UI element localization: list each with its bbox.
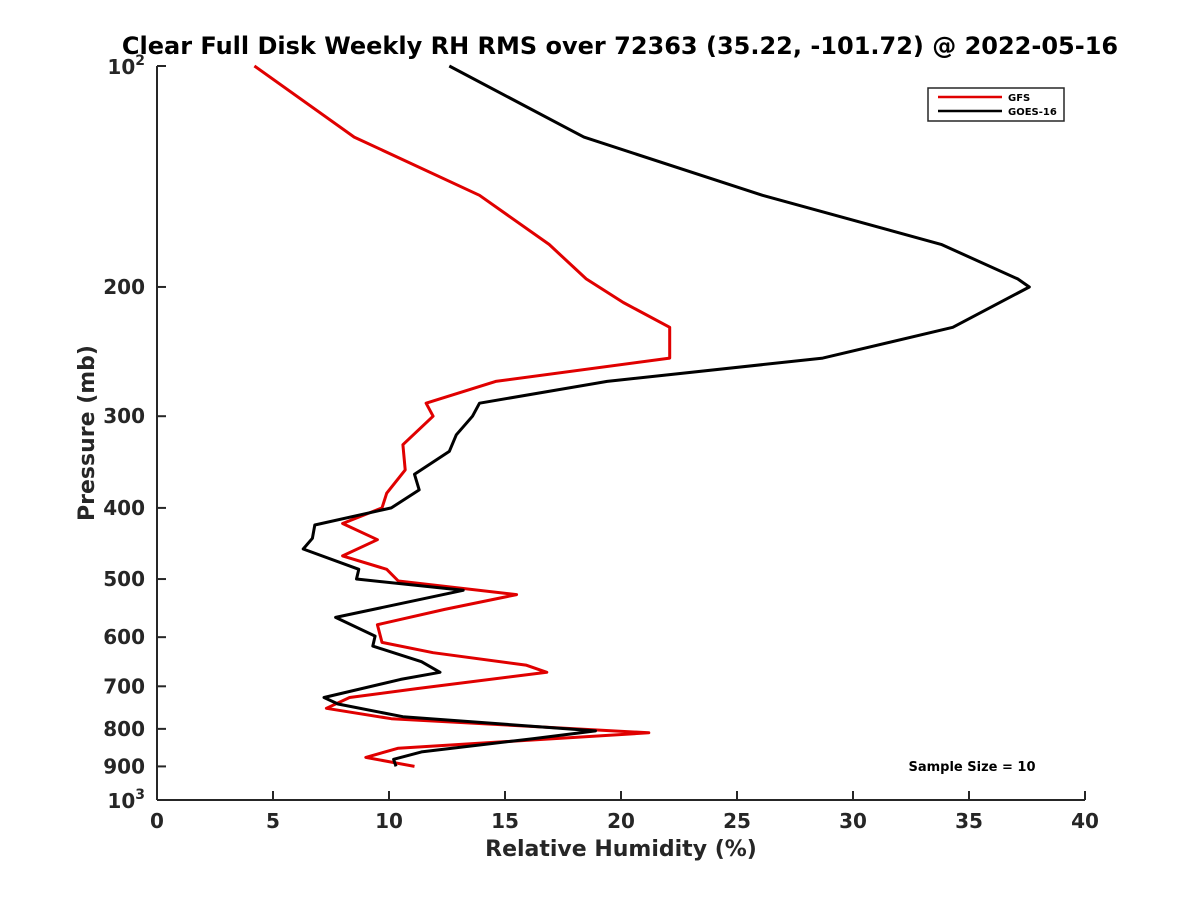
x-tick-label: 15 — [491, 809, 519, 833]
axes — [156, 66, 1085, 801]
x-tick-label: 30 — [839, 809, 867, 833]
y-tick-label: 900 — [103, 754, 145, 778]
legend-label: GOES-16 — [1008, 107, 1057, 118]
y-tick-label: 300 — [103, 404, 145, 428]
y-tick-label: 800 — [103, 717, 145, 741]
x-ticks: 0 5 10 15 20 25 30 35 40 — [150, 791, 1099, 833]
series-line-goes-16 — [301, 64, 1031, 767]
y-tick-label: 500 — [103, 567, 145, 591]
x-axis-label: Relative Humidity (%) — [485, 837, 757, 862]
x-tick-label: 20 — [607, 809, 635, 833]
y-axis-label: Pressure (mb) — [75, 345, 100, 521]
y-tick-label-power: 102 — [107, 53, 145, 79]
series-line-gfs — [253, 64, 672, 768]
series-group — [253, 64, 1031, 768]
sample-size-annotation: Sample Size = 10 — [908, 760, 1035, 775]
y-tick-label: 400 — [103, 496, 145, 520]
x-tick-label: 40 — [1071, 809, 1099, 833]
x-tick-label: 5 — [266, 809, 280, 833]
y-tick-label: 200 — [103, 275, 145, 299]
legend-box — [927, 87, 1065, 122]
y-tick-label-power: 103 — [107, 787, 145, 813]
y-ticks: 200 300 400 500 600 700 800 900 102 103 — [103, 53, 166, 813]
chart-title: Clear Full Disk Weekly RH RMS over 72363… — [122, 32, 1118, 60]
y-tick-label: 700 — [103, 674, 145, 698]
x-tick-label: 10 — [375, 809, 403, 833]
legend-label: GFS — [1008, 93, 1030, 104]
x-tick-label: 35 — [955, 809, 983, 833]
x-tick-label: 25 — [723, 809, 751, 833]
y-tick-label: 600 — [103, 625, 145, 649]
x-tick-label: 0 — [150, 809, 164, 833]
legend: GFS GOES-16 — [927, 87, 1065, 122]
